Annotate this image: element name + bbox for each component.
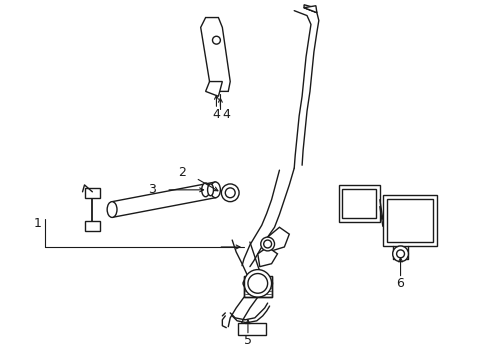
Polygon shape xyxy=(244,276,271,297)
Polygon shape xyxy=(304,6,316,13)
Circle shape xyxy=(225,188,235,198)
Polygon shape xyxy=(304,5,316,13)
Polygon shape xyxy=(205,82,222,96)
Bar xyxy=(382,195,436,246)
Text: 4: 4 xyxy=(222,108,230,121)
Circle shape xyxy=(396,250,404,258)
Circle shape xyxy=(260,237,274,251)
Circle shape xyxy=(221,184,239,202)
Bar xyxy=(338,185,379,222)
Text: 2: 2 xyxy=(178,166,185,179)
Ellipse shape xyxy=(210,182,220,198)
Circle shape xyxy=(212,36,220,44)
Polygon shape xyxy=(200,18,230,91)
Ellipse shape xyxy=(207,184,213,196)
Polygon shape xyxy=(257,247,277,267)
Circle shape xyxy=(244,270,271,297)
Circle shape xyxy=(247,274,267,293)
Polygon shape xyxy=(112,182,215,217)
Circle shape xyxy=(263,240,271,248)
Text: 6: 6 xyxy=(396,277,404,290)
Bar xyxy=(342,189,375,219)
Ellipse shape xyxy=(107,202,117,217)
Polygon shape xyxy=(84,221,100,231)
Ellipse shape xyxy=(201,183,209,197)
Polygon shape xyxy=(84,188,100,198)
Ellipse shape xyxy=(243,276,272,290)
Polygon shape xyxy=(267,227,289,251)
Bar xyxy=(386,199,432,242)
Polygon shape xyxy=(238,323,265,334)
Text: 5: 5 xyxy=(244,334,251,347)
Circle shape xyxy=(392,246,407,262)
Text: 4: 4 xyxy=(212,108,220,121)
Text: 3: 3 xyxy=(148,183,156,196)
Text: 1: 1 xyxy=(33,217,41,230)
